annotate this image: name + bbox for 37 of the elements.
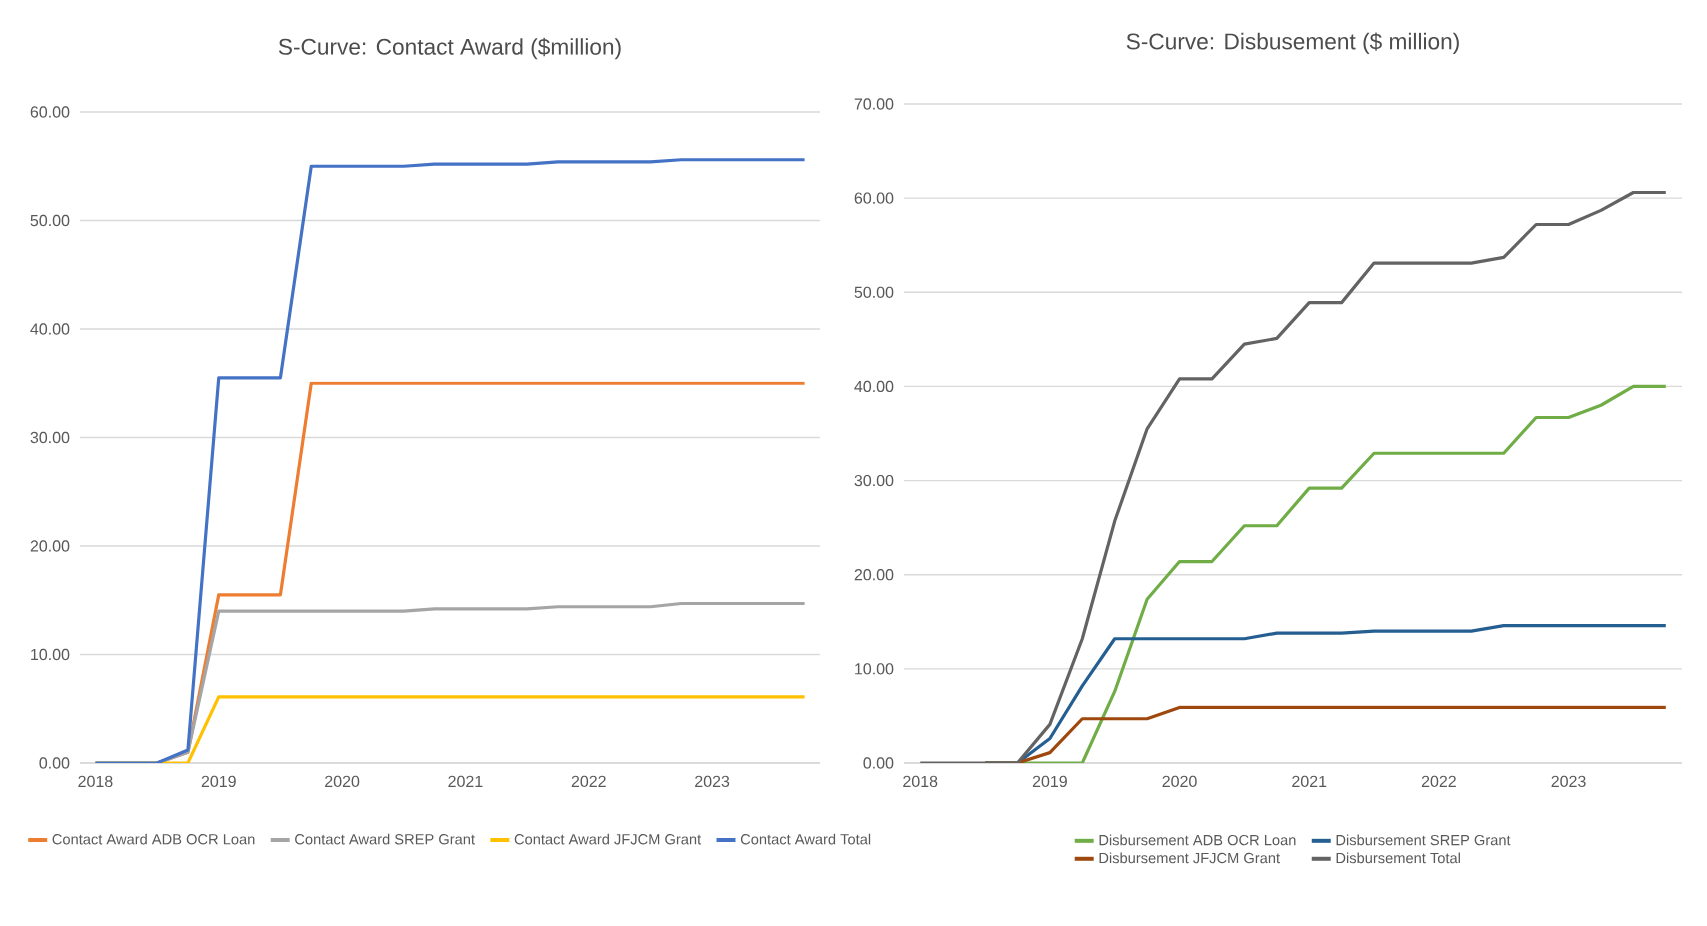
x-tick-label: 2021: [1292, 775, 1327, 788]
x-tick-label: 2020: [1162, 775, 1197, 788]
y-tick-label: 0.00: [39, 757, 70, 769]
y-tick-label: 40.00: [854, 380, 894, 393]
y-tick-label: 10.00: [855, 663, 894, 675]
legend-label: Contact Award ADB OCR Loan: [52, 833, 255, 845]
y-tick-label: 0.00: [863, 757, 894, 769]
y-tick-label: 10.00: [31, 648, 70, 661]
y-tick-label: 30.00: [30, 431, 70, 444]
y-tick-label: 70.00: [854, 98, 894, 110]
legend-label: Contact Award JFJCM Grant: [514, 833, 702, 845]
y-tick-label: 30.00: [854, 474, 894, 487]
y-tick-label: 20.00: [30, 540, 70, 552]
legend-label: Disbursement SREP Grant: [1336, 834, 1511, 846]
x-tick-label: 2018: [78, 775, 113, 788]
y-tick-label: 40.00: [30, 323, 70, 335]
chart-title: S-Curve: Disbusement ($ million): [1126, 32, 1459, 54]
legend-label: Disbursement Total: [1336, 852, 1460, 864]
x-tick-label: 2021: [448, 775, 483, 788]
y-tick-label: 20.00: [854, 569, 894, 581]
y-tick-label: 50.00: [30, 214, 70, 227]
x-tick-label: 2022: [571, 775, 606, 788]
x-tick-label: 2019: [201, 775, 236, 788]
x-tick-label: 2019: [1032, 775, 1067, 788]
x-tick-label: 2022: [1421, 775, 1456, 788]
legend-label: Disbursement JFJCM Grant: [1099, 852, 1280, 864]
chart-title: S-Curve: Contact Award ($million): [278, 37, 621, 60]
legend-label: Contact Award SREP Grant: [295, 833, 475, 845]
x-tick-label: 2020: [325, 775, 360, 788]
x-tick-label: 2018: [903, 775, 938, 788]
legend-label: Disbursement ADB OCR Loan: [1099, 834, 1296, 846]
legend-label: Contact Award Total: [740, 833, 871, 845]
x-tick-label: 2023: [695, 775, 730, 788]
x-tick-label: 2023: [1551, 775, 1586, 788]
y-tick-label: 60.00: [854, 192, 894, 204]
y-tick-label: 60.00: [30, 106, 70, 118]
y-tick-label: 50.00: [854, 286, 894, 298]
